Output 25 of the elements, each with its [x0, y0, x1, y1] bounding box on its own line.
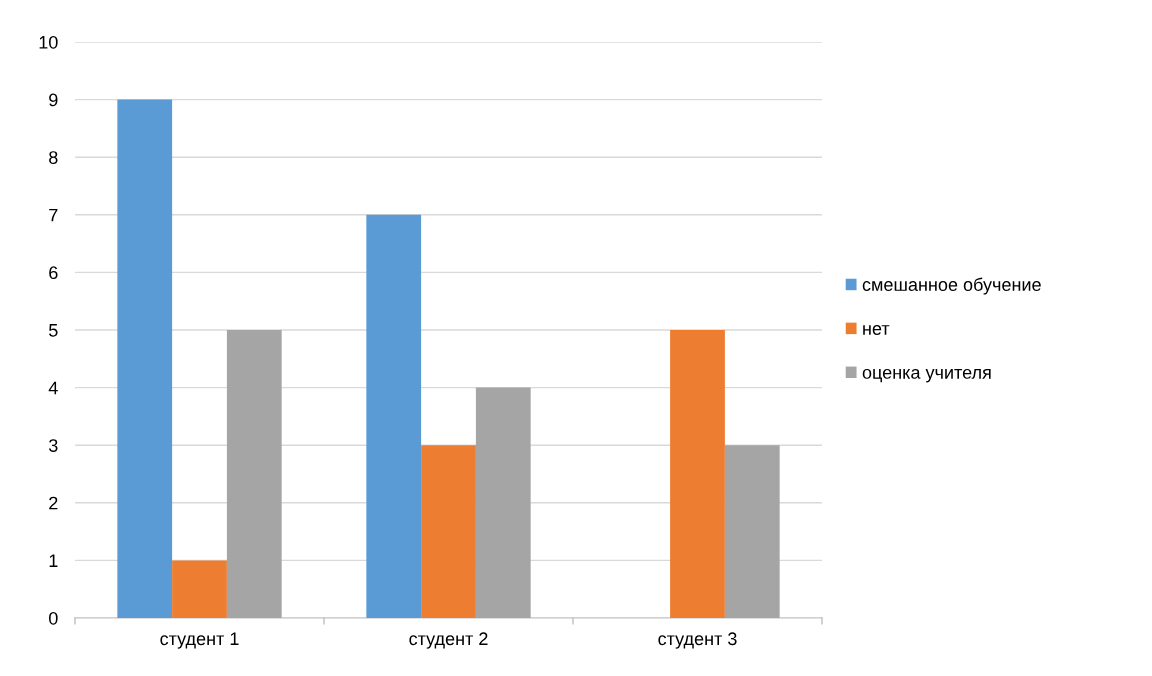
x-tick-label: студент 1	[160, 632, 239, 649]
bar	[117, 99, 173, 618]
x-tick-label: студент 3	[658, 632, 737, 649]
x-tick-label: студент 2	[409, 632, 488, 649]
bar	[670, 330, 725, 618]
y-tick-label: 8	[49, 151, 58, 164]
bar	[475, 387, 531, 618]
y-tick-label: 4	[48, 381, 58, 395]
legend-label: оценка учителя	[862, 368, 991, 383]
y-tick-label: 6	[49, 266, 58, 280]
y-tick-label: 9	[49, 93, 58, 107]
y-tick-label: 1	[49, 554, 58, 567]
y-tick-label: 10	[39, 35, 58, 49]
legend-label: нет	[863, 325, 890, 335]
y-tick-label: 5	[49, 324, 58, 337]
y-tick-label: 0	[49, 611, 58, 625]
y-tick-label: 7	[49, 208, 58, 222]
bar	[226, 330, 282, 618]
bar	[421, 445, 476, 618]
y-tick-label: 2	[49, 496, 58, 510]
bar	[172, 560, 227, 618]
legend-label: смешанное обучение	[862, 277, 1041, 295]
bar	[366, 214, 422, 618]
y-tick-label: 3	[48, 439, 58, 452]
bar	[724, 445, 780, 618]
